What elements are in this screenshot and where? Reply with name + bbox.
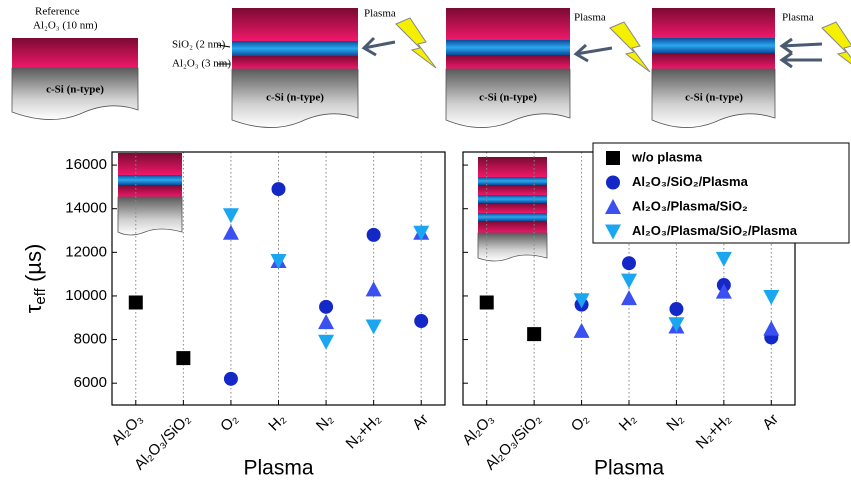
- x-axis-title: Plasma: [594, 457, 664, 480]
- x-tick-label: O₂: [217, 410, 242, 435]
- marker: [605, 224, 621, 240]
- y-axis-title: τeff (µs): [21, 244, 49, 314]
- x-tick-label: H₂: [616, 410, 640, 434]
- schematic-3: Plasma c-Si (n-type): [445, 8, 651, 128]
- marker: [715, 251, 732, 267]
- y-tick-label: 10000: [65, 287, 107, 304]
- marker: [222, 224, 239, 240]
- marker: [270, 254, 287, 270]
- schematic-2: SiO₂ (2 nm) Al₂O₃ (3 nm) Plasma c-Si (n-…: [172, 8, 437, 128]
- x-tick-label: N₂: [663, 410, 687, 434]
- label: Al₂O₃ (3 nm): [172, 58, 231, 70]
- marker: [365, 281, 382, 297]
- inset-stack: [477, 157, 548, 262]
- plot-frame: [111, 151, 446, 406]
- marker: [605, 199, 621, 214]
- marker: [413, 225, 430, 241]
- x-tick-label: Al₂O₃: [108, 411, 146, 449]
- y-tick-label: 8000: [74, 331, 107, 348]
- marker: [176, 351, 191, 366]
- legend-box: [592, 142, 850, 244]
- marker: [715, 283, 732, 299]
- marker: [763, 320, 780, 336]
- legend-label: w/o plasma: [631, 149, 703, 164]
- label: Plasma: [574, 12, 606, 24]
- label: SiO₂ (2 nm): [172, 39, 226, 51]
- legend-label: Al₂O₃/Plasma/SiO₂: [632, 198, 748, 213]
- y-tick-label: 16000: [65, 156, 107, 173]
- label: Plasma: [364, 8, 396, 20]
- x-axis-title: Plasma: [243, 457, 313, 480]
- legend-label: Al₂O₃/Plasma/SiO₂/Plasma: [632, 223, 798, 238]
- marker: [318, 314, 335, 330]
- marker: [414, 314, 429, 329]
- marker: [622, 256, 636, 271]
- schematic-4: Plasma c-Si (n-type): [651, 8, 851, 128]
- y-axis-symbol: τ: [21, 304, 46, 313]
- y-tick-label: 6000: [74, 374, 107, 391]
- marker: [365, 319, 382, 335]
- marker: [318, 334, 335, 350]
- x-tick-label: Al₂O₃: [459, 411, 497, 449]
- legend-label: Al₂O₃/SiO₂/Plasma: [632, 174, 749, 189]
- x-tick-label: N₂+H₂: [693, 410, 735, 452]
- substrate-label: c-Si (n-type): [685, 92, 743, 104]
- marker: [606, 151, 620, 165]
- y-tick-label: 12000: [65, 243, 107, 260]
- marker: [573, 293, 590, 309]
- schematic-reference: Reference Al₂O₃ (10 nm) c-Si (n-type): [11, 6, 139, 120]
- substrate-label: c-Si (n-type): [266, 92, 324, 104]
- y-tick-label: 14000: [65, 200, 107, 217]
- marker: [606, 175, 620, 190]
- marker: [573, 322, 590, 338]
- marker: [128, 295, 143, 310]
- marker: [669, 302, 684, 317]
- marker: [621, 290, 637, 306]
- x-tick-label: Ar: [759, 411, 782, 434]
- marker: [271, 182, 286, 197]
- marker: [527, 327, 542, 342]
- label: Reference: [35, 6, 80, 18]
- x-tick-label: Ar: [409, 411, 432, 434]
- y-axis-subscript: eff: [32, 287, 49, 304]
- marker: [479, 295, 494, 310]
- legend: w/o plasma Al₂O₃/SiO₂/Plasma Al₂O₃/Plasma/…: [592, 142, 850, 244]
- marker: [223, 371, 238, 386]
- x-tick-label: N₂+H₂: [343, 410, 385, 452]
- marker: [319, 299, 334, 314]
- y-axis-unit: (µs): [21, 244, 46, 288]
- marker: [621, 273, 637, 289]
- inset-stack: [117, 153, 183, 236]
- marker: [763, 290, 780, 306]
- label: Al₂O₃ (10 nm): [33, 20, 98, 32]
- marker: [668, 317, 685, 333]
- x-tick-label: H₂: [265, 410, 289, 434]
- label: Plasma: [782, 12, 814, 24]
- marker: [366, 227, 381, 242]
- marker: [222, 208, 239, 224]
- substrate-label: c-Si (n-type): [479, 92, 537, 104]
- x-tick-label: O₂: [568, 410, 593, 435]
- substrate-label: c-Si (n-type): [46, 84, 104, 96]
- x-tick-label: N₂: [313, 410, 337, 434]
